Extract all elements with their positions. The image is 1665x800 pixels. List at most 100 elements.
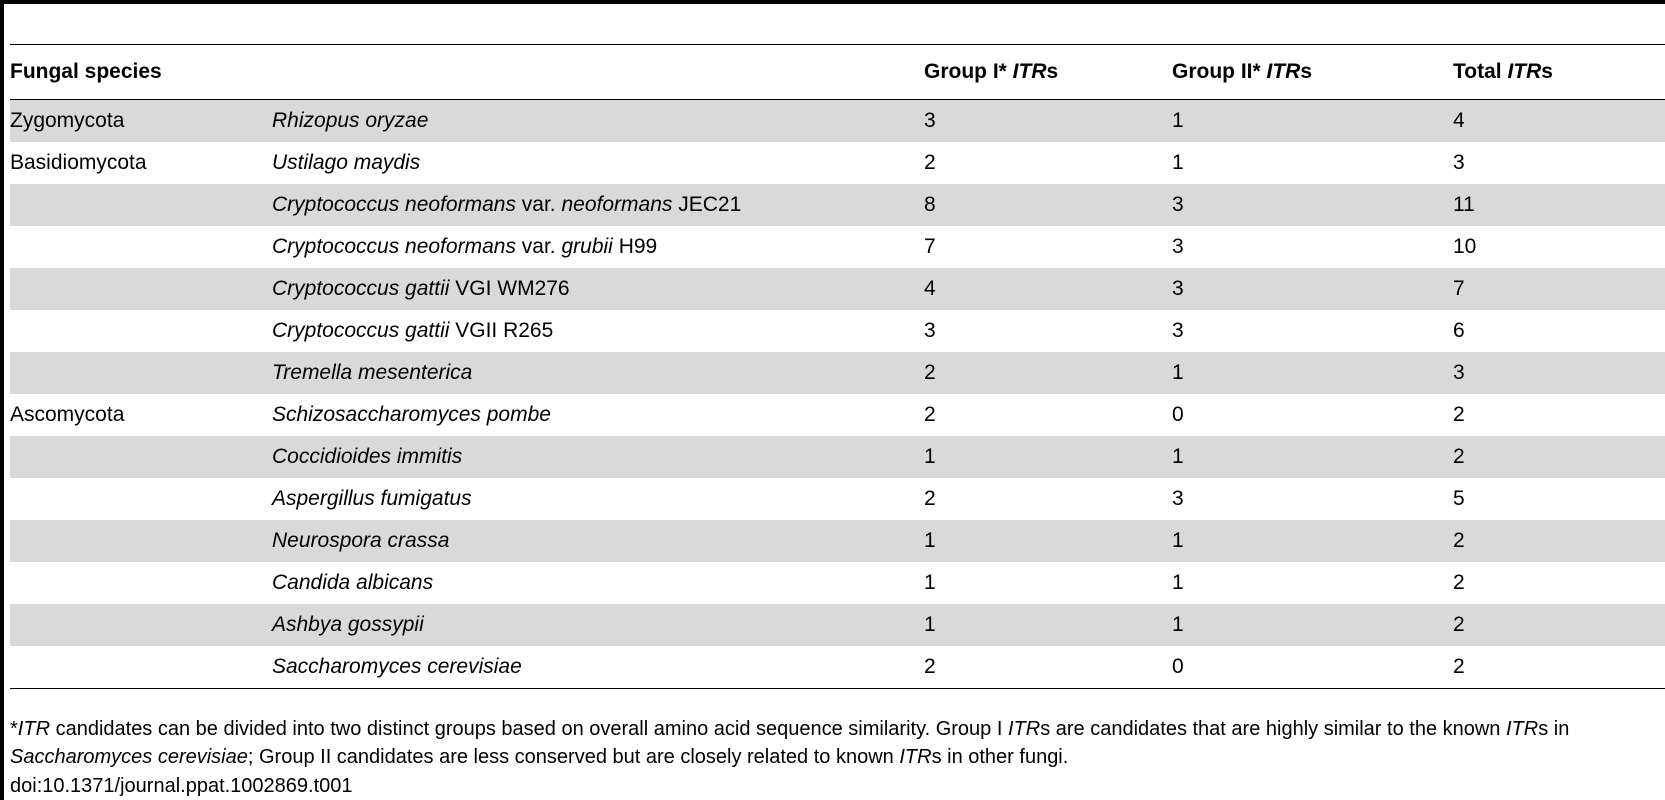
header-total-itr: ITR bbox=[1507, 60, 1542, 83]
cell-phylum bbox=[10, 646, 272, 689]
table-row: Neurospora crassa 1 1 2 bbox=[10, 520, 1665, 562]
doi-text: doi:10.1371/journal.ppat.1002869.t001 bbox=[10, 775, 353, 797]
header-group-2-itr: ITR bbox=[1266, 60, 1301, 83]
species-name-part: Aspergillus fumigatus bbox=[272, 487, 472, 510]
cell-species: Cryptococcus gattii VGII R265 bbox=[272, 310, 924, 352]
species-name-part: Schizosaccharomyces pombe bbox=[272, 403, 551, 426]
cell-species: Neurospora crassa bbox=[272, 520, 924, 562]
cell-total: 5 bbox=[1453, 487, 1465, 510]
footnote-part: s are candidates that are highly similar… bbox=[1040, 718, 1506, 740]
species-name-part: var. bbox=[515, 235, 562, 258]
cell-group-1: 2 bbox=[924, 151, 936, 174]
table-footnote: * ITR candidates can be divided into two … bbox=[10, 715, 1660, 771]
cell-total: 2 bbox=[1453, 655, 1465, 678]
header-row: Fungal species Group I* ITRs Group II* I… bbox=[10, 44, 1665, 100]
table-row: Saccharomyces cerevisiae 2 0 2 bbox=[10, 646, 1665, 689]
footnote-part: * bbox=[10, 718, 18, 740]
cell-group-2: 1 bbox=[1172, 352, 1453, 394]
species-name-part: Cryptococcus gattii bbox=[272, 319, 450, 342]
cell-total: 2 bbox=[1453, 403, 1465, 426]
species-name-part: Tremella mesenterica bbox=[272, 361, 473, 384]
header-group-1-suffix: s bbox=[1046, 60, 1059, 83]
header-group-2-suffix: s bbox=[1300, 60, 1313, 83]
table-body: Zygomycota Rhizopus oryzae 3 1 4 Basidiomycot… bbox=[10, 99, 1665, 689]
header-group-1-itr: ITR bbox=[1012, 60, 1047, 83]
cell-total: 10 bbox=[1453, 235, 1477, 258]
cell-total: 2 bbox=[1453, 520, 1665, 562]
cell-phylum bbox=[10, 184, 272, 226]
cell-total: 6 bbox=[1453, 319, 1465, 342]
species-name-part: VGI WM276 bbox=[449, 277, 570, 300]
table-row: Cryptococcus gattii VGI WM276 4 3 7 bbox=[10, 268, 1665, 310]
table-header: Fungal species Group I* ITRs Group II* I… bbox=[10, 44, 1665, 100]
table-row: Basidiomycota Ustilago maydis 2 1 3 bbox=[10, 142, 1665, 184]
species-name-part: Cryptococcus gattii bbox=[272, 277, 450, 300]
cell-species: Rhizopus oryzae bbox=[272, 99, 924, 142]
cell-group-2: 1 bbox=[1172, 436, 1453, 478]
cell-group-1: 2 bbox=[924, 403, 936, 426]
cell-total: 4 bbox=[1453, 99, 1665, 142]
cell-species: Cryptococcus gattii VGI WM276 bbox=[272, 268, 924, 310]
table-row: Cryptococcus gattii VGII R265 3 3 6 bbox=[10, 310, 1665, 352]
cell-total: 2 bbox=[1453, 571, 1465, 594]
cell-species: Aspergillus fumigatus bbox=[272, 478, 924, 520]
species-name-part: Candida albicans bbox=[272, 571, 434, 594]
cell-group-1: 1 bbox=[924, 520, 1172, 562]
species-name-part: Rhizopus oryzae bbox=[272, 109, 429, 132]
itr-table: Fungal species Group I* ITRs Group II* I… bbox=[10, 44, 1665, 689]
header-total: Total ITRs bbox=[1453, 45, 1665, 100]
cell-species: Saccharomyces cerevisiae bbox=[272, 646, 924, 689]
table-row: Cryptococcus neoformans var. grubii H99 7… bbox=[10, 226, 1665, 268]
footnote-part: candidates can be divided into two disti… bbox=[50, 718, 1008, 740]
species-name-part: VGII R265 bbox=[449, 319, 554, 342]
header-species: Fungal species bbox=[10, 60, 162, 83]
table-row: Cryptococcus neoformans var. neoformans … bbox=[10, 184, 1665, 226]
footnote-part: Saccharomyces cerevisiae bbox=[10, 746, 248, 768]
table-row: Aspergillus fumigatus 2 3 5 bbox=[10, 478, 1665, 520]
species-name-part: Coccidioides immitis bbox=[272, 445, 463, 468]
cell-species: Ustilago maydis bbox=[272, 142, 924, 184]
cell-phylum: Basidiomycota bbox=[10, 151, 147, 174]
cell-group-2: 3 bbox=[1172, 235, 1184, 258]
cell-total: 3 bbox=[1453, 151, 1465, 174]
cell-species: Cryptococcus neoformans var. grubii H99 bbox=[272, 226, 924, 268]
species-name-part: JEC21 bbox=[672, 193, 742, 216]
footnote-part: s in other fungi. bbox=[931, 746, 1069, 768]
species-name-part: Cryptococcus neoformans bbox=[272, 235, 516, 258]
cell-group-1: 2 bbox=[924, 655, 936, 678]
footnote-part: s in bbox=[1538, 718, 1570, 740]
cell-group-2: 3 bbox=[1172, 268, 1453, 310]
species-name-part: grubii bbox=[561, 235, 613, 258]
cell-group-2: 0 bbox=[1172, 655, 1184, 678]
cell-phylum bbox=[10, 310, 272, 352]
cell-phylum bbox=[10, 226, 272, 268]
cell-total: 3 bbox=[1453, 352, 1665, 394]
footnote-part: ITR bbox=[1506, 718, 1539, 740]
table-row: Ashbya gossypii 1 1 2 bbox=[10, 604, 1665, 646]
species-name-part: Ashbya gossypii bbox=[272, 613, 424, 636]
cell-group-2: 1 bbox=[1172, 520, 1453, 562]
cell-phylum: Ascomycota bbox=[10, 403, 125, 426]
species-name-part: Ustilago maydis bbox=[272, 151, 421, 174]
left-border bbox=[0, 0, 4, 800]
header-group-1: Group I* ITRs bbox=[924, 45, 1172, 100]
cell-phylum bbox=[10, 436, 272, 478]
cell-group-2: 1 bbox=[1172, 571, 1184, 594]
table-row: Coccidioides immitis 1 1 2 bbox=[10, 436, 1665, 478]
cell-total: 7 bbox=[1453, 268, 1665, 310]
header-group-1-prefix: Group I* bbox=[924, 60, 1013, 83]
cell-species: Cryptococcus neoformans var. neoformans … bbox=[272, 184, 924, 226]
cell-group-2: 1 bbox=[1172, 151, 1184, 174]
species-name-part: H99 bbox=[612, 235, 658, 258]
footnote-part: ITR bbox=[1007, 718, 1041, 740]
header-group-2-prefix: Group II* bbox=[1172, 60, 1267, 83]
header-species-name bbox=[272, 45, 924, 100]
cell-group-1: 1 bbox=[924, 571, 936, 594]
cell-phylum bbox=[10, 562, 272, 604]
cell-species: Schizosaccharomyces pombe bbox=[272, 394, 924, 436]
cell-group-1: 4 bbox=[924, 268, 1172, 310]
cell-group-1: 3 bbox=[924, 319, 936, 342]
table-row: Zygomycota Rhizopus oryzae 3 1 4 bbox=[10, 99, 1665, 142]
table-row: Tremella mesenterica 2 1 3 bbox=[10, 352, 1665, 394]
